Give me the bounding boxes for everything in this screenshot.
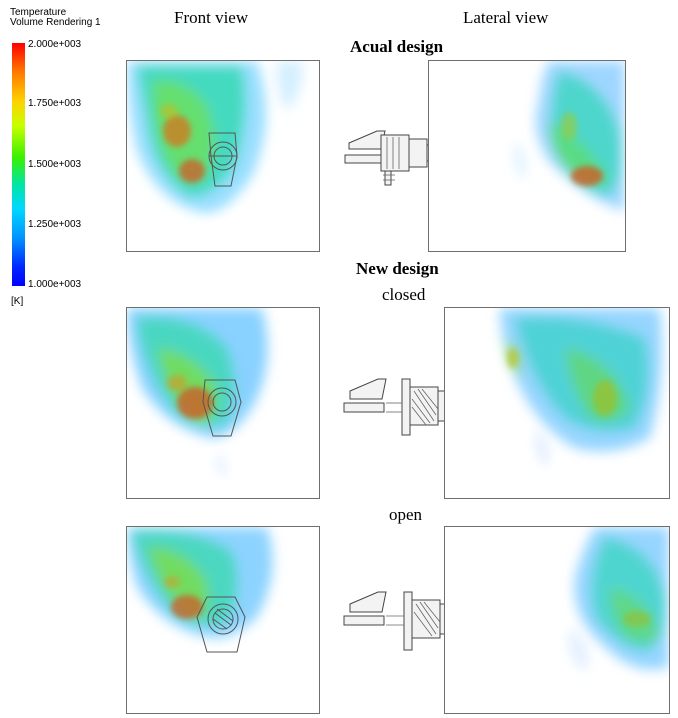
lateral-view-actual-plume bbox=[514, 61, 625, 211]
legend-tick-1500: 1.500e+003 bbox=[28, 159, 82, 170]
front-view-open-panel bbox=[126, 526, 320, 714]
front-view-closed-panel bbox=[126, 307, 320, 499]
burner-closed-svg bbox=[343, 378, 455, 436]
new-design-title: New design bbox=[356, 259, 439, 278]
front-view-header: Front view bbox=[174, 8, 249, 27]
legend-tick-max: 2.000e+003 bbox=[28, 39, 82, 50]
burner-new-closed-drawing bbox=[342, 375, 458, 441]
legend-tick-1750: 1.750e+003 bbox=[28, 98, 82, 109]
lateral-view-closed-panel bbox=[444, 307, 670, 499]
front-view-closed-plume bbox=[127, 308, 268, 478]
legend-subtitle: Volume Rendering 1 bbox=[10, 17, 101, 28]
burner-actual-svg bbox=[344, 130, 436, 186]
open-label: open bbox=[389, 505, 423, 524]
lateral-view-open-plume bbox=[569, 527, 669, 672]
color-legend: Temperature Volume Rendering 1 bbox=[10, 8, 101, 28]
front-view-actual-plume bbox=[127, 61, 303, 213]
legend-title: Temperature bbox=[10, 7, 67, 18]
lateral-view-actual-panel bbox=[428, 60, 626, 252]
lateral-view-header: Lateral view bbox=[463, 8, 549, 27]
actual-design-title: Acual design bbox=[350, 37, 444, 56]
legend-color-bar bbox=[12, 43, 25, 286]
lateral-view-open-panel bbox=[444, 526, 670, 714]
front-view-actual-panel bbox=[126, 60, 320, 252]
legend-tick-1250: 1.250e+003 bbox=[28, 219, 82, 230]
lateral-view-closed-plume bbox=[500, 308, 663, 468]
burner-open-svg bbox=[343, 591, 455, 651]
front-view-open-plume bbox=[127, 527, 273, 653]
legend-tick-min: 1.000e+003 bbox=[28, 279, 82, 290]
burner-new-open-drawing bbox=[342, 588, 458, 654]
legend-unit: [K] bbox=[11, 296, 24, 307]
burner-actual-design-drawing bbox=[343, 125, 439, 189]
closed-label: closed bbox=[382, 285, 426, 304]
